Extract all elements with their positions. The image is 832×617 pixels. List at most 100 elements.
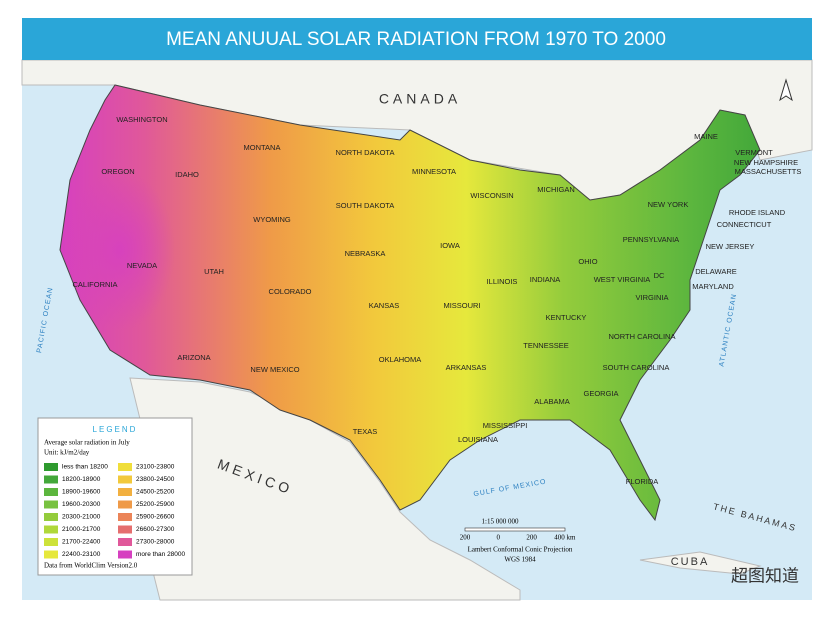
state-label: ARKANSAS bbox=[446, 363, 487, 372]
state-label: TEXAS bbox=[353, 427, 378, 436]
scale-tick-label: 0 bbox=[497, 534, 501, 542]
legend-label: 26600-27300 bbox=[136, 526, 175, 533]
state-label: MONTANA bbox=[244, 143, 281, 152]
state-label: WYOMING bbox=[253, 215, 291, 224]
country-label: CANADA bbox=[379, 91, 461, 107]
state-label: MAINE bbox=[694, 132, 718, 141]
legend-title: LEGEND bbox=[93, 425, 138, 434]
projection: Lambert Conformal Conic Projection bbox=[468, 546, 573, 554]
legend-swatch bbox=[44, 513, 58, 521]
legend-swatch bbox=[44, 525, 58, 534]
legend-swatch bbox=[118, 538, 132, 546]
state-label: NEW MEXICO bbox=[250, 365, 299, 374]
state-label: PENNSYLVANIA bbox=[623, 235, 679, 244]
state-label: NEW JERSEY bbox=[706, 242, 755, 251]
state-label: INDIANA bbox=[530, 275, 560, 284]
legend-label: 25900-26600 bbox=[136, 514, 175, 521]
state-label: IDAHO bbox=[175, 170, 199, 179]
legend-swatch bbox=[118, 488, 132, 496]
legend-swatch bbox=[44, 500, 58, 509]
state-label: KENTUCKY bbox=[546, 313, 587, 322]
state-label: MINNESOTA bbox=[412, 167, 456, 176]
title-bar bbox=[22, 18, 812, 60]
legend-label: 27300-28000 bbox=[136, 539, 175, 546]
state-label: NEW YORK bbox=[648, 200, 689, 209]
north-arrow bbox=[779, 78, 793, 102]
legend-label: 21000-21700 bbox=[62, 526, 101, 533]
scale-tick-label: 400 km bbox=[554, 534, 576, 542]
legend-swatch bbox=[118, 550, 132, 559]
title: MEAN ANUUAL SOLAR RADIATION FROM 1970 TO… bbox=[166, 29, 666, 50]
state-label: KANSAS bbox=[369, 301, 399, 310]
legend-label: 23800-24500 bbox=[136, 476, 175, 483]
state-label: DELAWARE bbox=[695, 267, 737, 276]
state-label: WISCONSIN bbox=[470, 191, 513, 200]
state-label: NEBRASKA bbox=[345, 249, 386, 258]
state-label: OREGON bbox=[101, 167, 134, 176]
country-label: CUBA bbox=[671, 556, 710, 568]
legend-swatch bbox=[118, 500, 132, 509]
state-label: DC bbox=[654, 271, 665, 280]
legend-label: 21700-22400 bbox=[62, 539, 101, 546]
state-label: VIRGINIA bbox=[636, 293, 669, 302]
legend-label: 22400-23100 bbox=[62, 551, 101, 558]
legend-swatch bbox=[118, 525, 132, 534]
state-label: MICHIGAN bbox=[537, 185, 575, 194]
state-label: COLORADO bbox=[269, 287, 312, 296]
legend-subtitle: Average solar radiation in July bbox=[44, 439, 130, 447]
state-label: NORTH DAKOTA bbox=[336, 148, 395, 157]
state-label: VERMONT bbox=[735, 148, 773, 157]
state-label: OHIO bbox=[578, 257, 597, 266]
legend-swatch bbox=[118, 475, 132, 484]
state-label: MARYLAND bbox=[692, 282, 734, 291]
state-label: UTAH bbox=[204, 267, 224, 276]
legend-unit: Unit: kJ/m2/day bbox=[44, 449, 90, 457]
state-label: FLORIDA bbox=[626, 477, 659, 486]
legend-label: 18900-19600 bbox=[62, 489, 101, 496]
datum: WGS 1984 bbox=[504, 556, 536, 564]
state-label: SOUTH CAROLINA bbox=[603, 363, 670, 372]
state-label: LOUISIANA bbox=[458, 435, 498, 444]
state-label: MISSISSIPPI bbox=[483, 421, 528, 430]
legend-swatch bbox=[118, 463, 132, 471]
scale-tick-label: 200 bbox=[526, 534, 537, 542]
legend-box bbox=[37, 417, 193, 576]
state-label: NEVADA bbox=[127, 261, 157, 270]
usa-land bbox=[59, 84, 761, 522]
legend-label: 19600-20300 bbox=[62, 501, 101, 508]
scale-ratio: 1:15 000 000 bbox=[482, 518, 519, 526]
legend-swatch bbox=[44, 488, 58, 496]
state-label: RHODE ISLAND bbox=[729, 208, 786, 217]
state-label: GEORGIA bbox=[583, 389, 618, 398]
legend-swatch bbox=[44, 475, 58, 484]
legend-label: less than 18200 bbox=[62, 464, 108, 471]
state-label: OKLAHOMA bbox=[379, 355, 422, 364]
state-label: MASSACHUSETTS bbox=[735, 167, 802, 176]
scale-tick-label: 200 bbox=[460, 534, 471, 542]
legend-label: 23100-23800 bbox=[136, 464, 175, 471]
state-label: NEW HAMPSHIRE bbox=[734, 158, 798, 167]
state-label: WEST VIRGINIA bbox=[594, 275, 651, 284]
state-label: SOUTH DAKOTA bbox=[336, 201, 395, 210]
legend-label: 24500-25200 bbox=[136, 489, 175, 496]
legend-source: Data from WorldClim Version2.0 bbox=[44, 562, 138, 570]
legend-label: 18200-18900 bbox=[62, 476, 101, 483]
cuba-land bbox=[639, 551, 762, 575]
legend-swatch bbox=[118, 513, 132, 521]
state-label: ILLINOIS bbox=[487, 277, 518, 286]
legend-label: 25200-25900 bbox=[136, 501, 175, 508]
hot-spot bbox=[65, 170, 175, 330]
state-label: ARIZONA bbox=[177, 353, 210, 362]
legend-swatch bbox=[44, 538, 58, 546]
state-label: IOWA bbox=[440, 241, 460, 250]
watermark: 超图知道 bbox=[731, 566, 799, 585]
scale-bar bbox=[464, 527, 566, 532]
state-label: CALIFORNIA bbox=[72, 280, 117, 289]
state-label: MISSOURI bbox=[443, 301, 480, 310]
legend-label: 20300-21000 bbox=[62, 514, 101, 521]
state-label: WASHINGTON bbox=[116, 115, 167, 124]
scale-ticks: 200 0 200 400 km bbox=[460, 534, 576, 542]
state-label: ALABAMA bbox=[534, 397, 569, 406]
legend-items: less than 18200 18200-18900 18900-19600 196… bbox=[44, 463, 186, 559]
